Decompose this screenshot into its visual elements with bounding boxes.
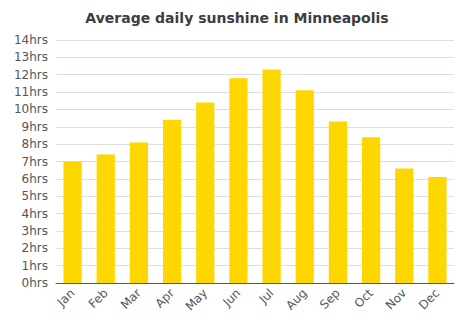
svg-text:12hrs: 12hrs: [14, 68, 48, 82]
svg-text:3hrs: 3hrs: [22, 224, 48, 238]
svg-text:0hrs: 0hrs: [22, 276, 48, 290]
svg-text:13hrs: 13hrs: [14, 50, 48, 64]
svg-text:Apr: Apr: [152, 286, 177, 311]
svg-text:11hrs: 11hrs: [14, 85, 48, 99]
svg-text:9hrs: 9hrs: [22, 120, 48, 134]
svg-text:7hrs: 7hrs: [22, 155, 48, 169]
svg-text:Oct: Oct: [351, 286, 376, 311]
svg-text:10hrs: 10hrs: [14, 102, 48, 116]
svg-text:Mar: Mar: [118, 286, 144, 312]
svg-text:Jun: Jun: [220, 286, 244, 310]
svg-text:Average daily sunshine in Minn: Average daily sunshine in Minneapolis: [85, 10, 388, 26]
svg-text:4hrs: 4hrs: [22, 207, 48, 221]
svg-text:14hrs: 14hrs: [14, 33, 48, 47]
svg-text:Sep: Sep: [317, 286, 343, 312]
svg-text:1hrs: 1hrs: [22, 259, 48, 273]
svg-text:Dec: Dec: [416, 286, 442, 312]
svg-text:Nov: Nov: [383, 286, 409, 312]
svg-text:2hrs: 2hrs: [22, 241, 48, 255]
svg-text:Feb: Feb: [86, 286, 111, 311]
svg-text:Jul: Jul: [256, 286, 277, 307]
svg-text:Aug: Aug: [283, 286, 309, 312]
svg-text:May: May: [183, 286, 210, 313]
svg-text:8hrs: 8hrs: [22, 137, 48, 151]
svg-text:6hrs: 6hrs: [22, 172, 48, 186]
svg-text:5hrs: 5hrs: [22, 189, 48, 203]
svg-text:Jan: Jan: [54, 286, 78, 310]
